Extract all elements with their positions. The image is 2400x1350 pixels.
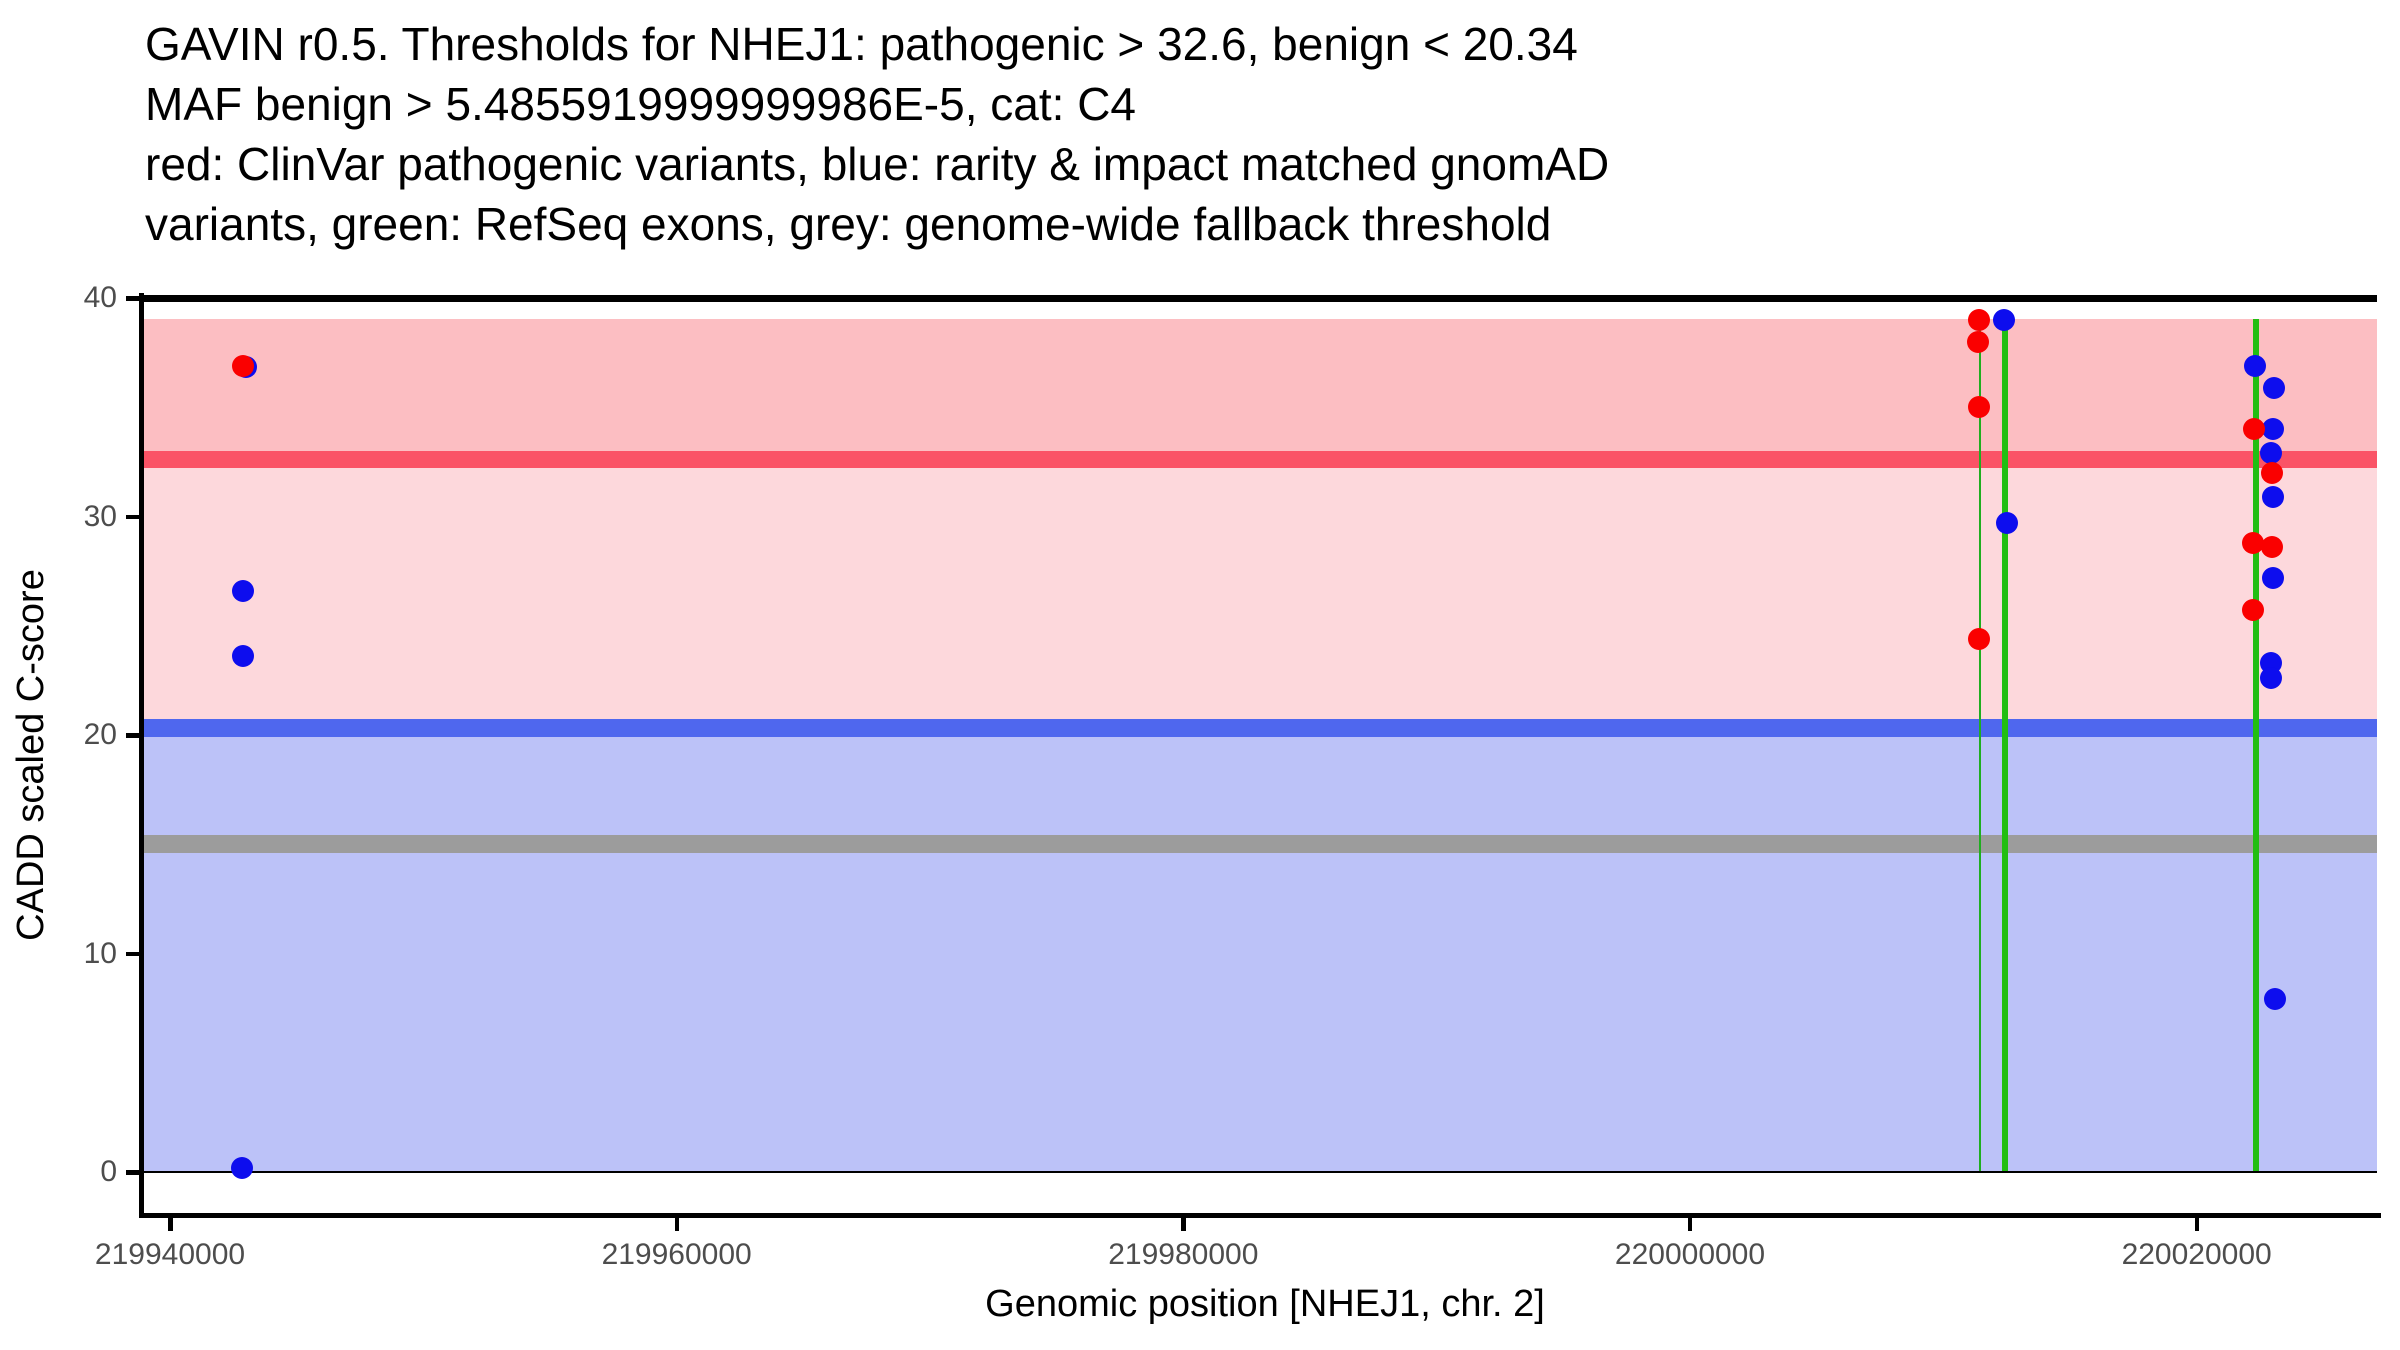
x-tick-label: 220020000 xyxy=(2121,1238,2272,1271)
x-axis-title: Genomic position [NHEJ1, chr. 2] xyxy=(985,1283,1545,1325)
plot-title-line-4: variants, green: RefSeq exons, grey: gen… xyxy=(145,198,1552,250)
data-point-gnomad-matched xyxy=(231,1156,254,1179)
y-tick-mark xyxy=(126,514,139,519)
data-point-clinvar-pathogenic xyxy=(1967,627,1990,650)
data-point-gnomad-matched xyxy=(1995,512,2018,535)
y-tick-mark xyxy=(126,296,139,301)
data-point-gnomad-matched xyxy=(2261,418,2284,441)
data-point-clinvar-pathogenic xyxy=(2242,418,2265,441)
data-point-gnomad-matched xyxy=(232,645,255,668)
data-point-gnomad-matched xyxy=(2260,442,2283,465)
data-point-clinvar-pathogenic xyxy=(2242,531,2265,554)
x-tick-mark xyxy=(674,1218,680,1231)
plot-title: GAVIN r0.5. Thresholds for NHEJ1: pathog… xyxy=(145,14,1609,254)
plot-title-line-1: GAVIN r0.5. Thresholds for NHEJ1: pathog… xyxy=(145,18,1578,70)
plot-title-line-3: red: ClinVar pathogenic variants, blue: … xyxy=(145,138,1610,190)
x-tick-mark xyxy=(168,1218,173,1231)
region-pathogenic-region xyxy=(143,318,2377,460)
data-point-gnomad-matched xyxy=(2260,667,2283,690)
region-benign-region xyxy=(143,727,2377,1172)
x-tick-label: 220000000 xyxy=(1614,1238,1766,1271)
y-tick-label: 0 xyxy=(100,1155,117,1188)
data-point-gnomad-matched xyxy=(2262,376,2285,399)
plot-title-line-2: MAF benign > 5.4855919999999986E-5, cat:… xyxy=(145,78,1136,130)
data-point-clinvar-pathogenic xyxy=(232,354,255,377)
frame-line-y0 xyxy=(143,1170,2377,1174)
y-tick-label: 10 xyxy=(83,936,117,970)
x-tick-label: 219960000 xyxy=(601,1238,752,1271)
y-tick-mark xyxy=(126,951,139,956)
y-tick-label: 20 xyxy=(83,718,117,751)
x-tick-mark xyxy=(1181,1218,1186,1231)
threshold-line-pathogenic xyxy=(143,451,2377,469)
x-tick-label: 219980000 xyxy=(1108,1238,1259,1271)
x-tick-mark xyxy=(2194,1218,2200,1231)
data-point-clinvar-pathogenic xyxy=(2242,599,2265,622)
data-point-gnomad-matched xyxy=(232,579,255,602)
data-point-gnomad-matched xyxy=(2264,988,2287,1011)
exon-line xyxy=(2252,318,2259,1172)
y-axis-title: CADD scaled C-score xyxy=(10,569,52,941)
frame-line-y40 xyxy=(143,294,2377,302)
x-tick-label: 219940000 xyxy=(94,1238,246,1271)
y-tick-label: 30 xyxy=(83,499,117,533)
y-axis-line xyxy=(139,293,144,1218)
data-point-clinvar-pathogenic xyxy=(1967,308,1990,331)
y-tick-mark xyxy=(126,1170,139,1175)
data-point-gnomad-matched xyxy=(1993,308,2016,331)
threshold-line-genome-wide-fallback xyxy=(143,835,2377,854)
data-point-gnomad-matched xyxy=(2261,485,2284,508)
exon-line xyxy=(2001,318,2008,1172)
data-point-clinvar-pathogenic xyxy=(2261,536,2284,559)
data-point-clinvar-pathogenic xyxy=(1966,330,1989,353)
y-tick-mark xyxy=(126,733,139,738)
threshold-line-benign xyxy=(143,718,2377,737)
y-tick-label: 40 xyxy=(83,281,117,314)
region-intermediate-region xyxy=(143,459,2377,728)
data-point-gnomad-matched xyxy=(2261,566,2284,589)
data-point-clinvar-pathogenic xyxy=(1967,396,1990,419)
x-tick-mark xyxy=(1687,1218,1693,1231)
x-axis-line xyxy=(139,1213,2381,1218)
data-point-clinvar-pathogenic xyxy=(2261,461,2284,484)
exon-line xyxy=(1978,318,1982,1172)
data-point-gnomad-matched xyxy=(2243,354,2266,377)
